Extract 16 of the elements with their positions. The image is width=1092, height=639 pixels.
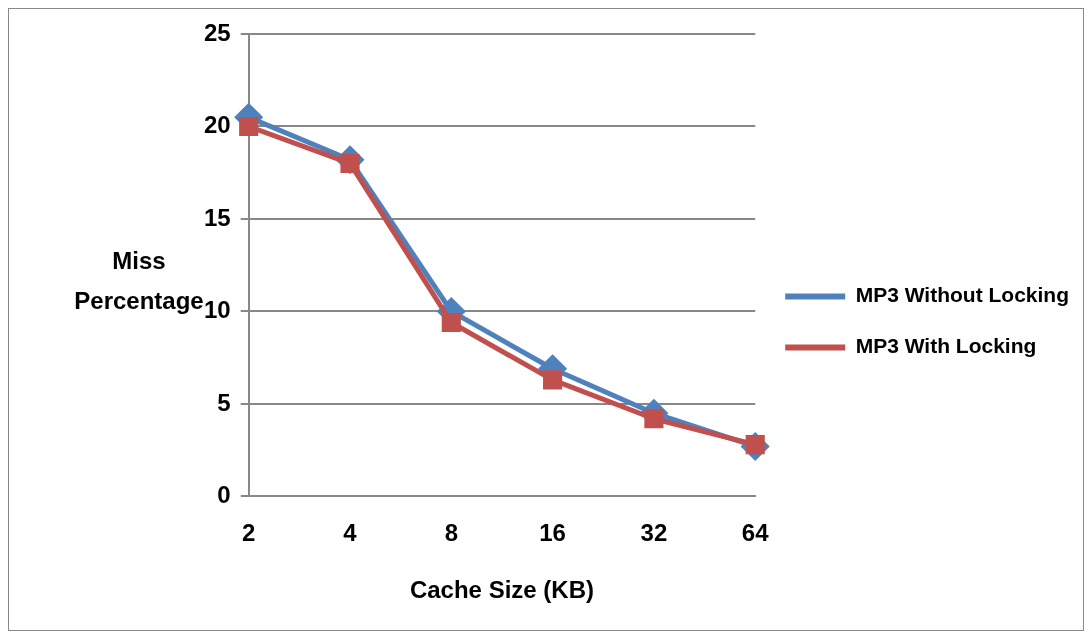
legend-label: MP3 Without Locking — [855, 283, 1070, 307]
x-tick-label: 8 — [444, 519, 458, 547]
y-tick-label: 15 — [203, 203, 231, 231]
y-tick-label: 0 — [217, 481, 231, 509]
y-axis-title: Miss Percentage — [74, 247, 204, 314]
x-tick-label: 2 — [242, 519, 256, 547]
y-tick-label: 5 — [217, 388, 231, 416]
x-tick-label: 16 — [539, 519, 566, 547]
legend-label: MP3 With Locking — [855, 334, 1037, 358]
y-tick-label: 10 — [203, 296, 231, 324]
x-tick-label: 4 — [343, 519, 358, 547]
y-tick-label: 25 — [203, 18, 231, 46]
y-tick-label: 20 — [203, 111, 231, 139]
x-axis-title: Cache Size (KB) — [409, 576, 594, 604]
x-tick-label: 64 — [741, 519, 770, 547]
x-tick-label: 32 — [640, 519, 668, 547]
